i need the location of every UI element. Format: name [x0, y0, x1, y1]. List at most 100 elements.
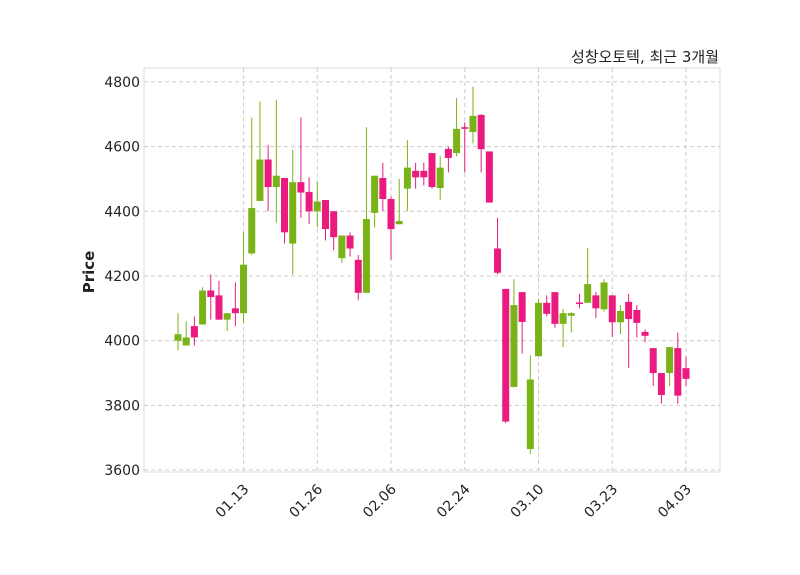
- candle-body: [641, 331, 649, 336]
- candle-body: [330, 211, 338, 238]
- candle-body: [469, 115, 477, 133]
- candle-body: [657, 373, 665, 396]
- candle-body: [240, 264, 248, 314]
- candle-body: [682, 368, 690, 379]
- candle-body: [248, 208, 256, 254]
- candle-body: [625, 301, 633, 320]
- candle: [182, 321, 190, 346]
- candle: [469, 86, 477, 144]
- candle-body: [338, 235, 346, 259]
- candle: [428, 153, 436, 189]
- candle-body: [551, 292, 559, 324]
- candle-body: [412, 170, 420, 178]
- candle-body: [231, 308, 239, 314]
- candle: [256, 101, 264, 201]
- candle-body: [346, 235, 354, 249]
- candle: [625, 293, 633, 369]
- candle-body: [313, 201, 321, 212]
- candle-body: [305, 191, 313, 212]
- candle-body: [567, 313, 575, 316]
- y-axis-label: Price: [80, 251, 98, 294]
- candle: [518, 292, 526, 354]
- grid: [144, 68, 720, 472]
- x-tick-label: 01.13: [213, 482, 253, 522]
- candle-body: [371, 175, 379, 213]
- candle-body: [289, 182, 297, 244]
- candle: [272, 99, 280, 223]
- candle-body: [461, 127, 469, 129]
- candle: [231, 282, 239, 327]
- candle-body: [526, 379, 534, 450]
- candle: [207, 274, 215, 320]
- candle-body: [592, 295, 600, 309]
- x-tick-label: 02.24: [434, 481, 474, 521]
- candle-body: [584, 284, 592, 303]
- candle-body: [379, 177, 387, 200]
- candle: [543, 295, 551, 317]
- candle-body: [395, 220, 403, 225]
- candle-body: [559, 313, 567, 324]
- x-tick-label: 03.23: [581, 482, 621, 522]
- candle-body: [518, 292, 526, 322]
- candle-body: [182, 337, 190, 346]
- candle: [502, 288, 510, 424]
- candle: [535, 298, 543, 357]
- candle: [387, 196, 395, 260]
- candle: [584, 247, 592, 303]
- x-axis-ticks: 01.13 01.26 02.06 02.24 03.10 03.23 04.03: [213, 481, 695, 521]
- y-tick-label: 4800: [104, 75, 140, 91]
- candle-body: [354, 259, 362, 293]
- candle: [494, 217, 502, 275]
- candle: [305, 177, 313, 225]
- candle-body: [485, 151, 493, 203]
- candle-body: [575, 302, 583, 305]
- candle: [338, 235, 346, 264]
- candle: [248, 117, 256, 255]
- candle: [321, 199, 329, 241]
- candle: [477, 114, 485, 173]
- candle: [199, 287, 207, 325]
- candle: [223, 313, 231, 331]
- candle-body: [633, 309, 641, 323]
- candle: [346, 232, 354, 257]
- y-axis-ticks: 3600 3800 4000 4200 4400 4600 4800: [104, 75, 140, 479]
- candle: [510, 279, 518, 388]
- candles: [174, 86, 690, 454]
- candle: [633, 305, 641, 338]
- y-tick-label: 3800: [104, 398, 140, 414]
- candle: [485, 151, 493, 203]
- x-tick-label: 01.26: [286, 481, 326, 521]
- y-tick-label: 4600: [104, 140, 140, 156]
- candle: [289, 149, 297, 275]
- candle: [657, 373, 665, 404]
- candle-body: [477, 114, 485, 150]
- candle: [666, 347, 674, 386]
- candle-body: [190, 326, 198, 338]
- candle: [174, 313, 182, 351]
- candle: [453, 98, 461, 157]
- candle-body: [444, 148, 452, 158]
- candle-body: [453, 128, 461, 154]
- candle: [264, 144, 272, 212]
- candle: [379, 162, 387, 212]
- candle-body: [272, 175, 280, 188]
- candle: [215, 280, 223, 320]
- candle-body: [428, 153, 436, 188]
- candle: [616, 305, 624, 335]
- chart-title: 성창오토텍, 최근 3개월: [571, 48, 719, 66]
- candle: [354, 254, 362, 301]
- candle: [362, 127, 370, 293]
- candle-body: [321, 199, 329, 230]
- x-tick-label: 02.06: [360, 481, 400, 521]
- candle: [281, 177, 289, 244]
- x-tick-label: 03.10: [508, 482, 548, 522]
- y-tick-label: 4000: [104, 334, 140, 350]
- candle-body: [600, 282, 608, 310]
- candle-body: [502, 288, 510, 422]
- candle: [461, 122, 469, 173]
- candle-body: [362, 219, 370, 293]
- candle-body: [297, 182, 305, 193]
- candle: [608, 295, 616, 337]
- y-tick-label: 4400: [104, 204, 140, 220]
